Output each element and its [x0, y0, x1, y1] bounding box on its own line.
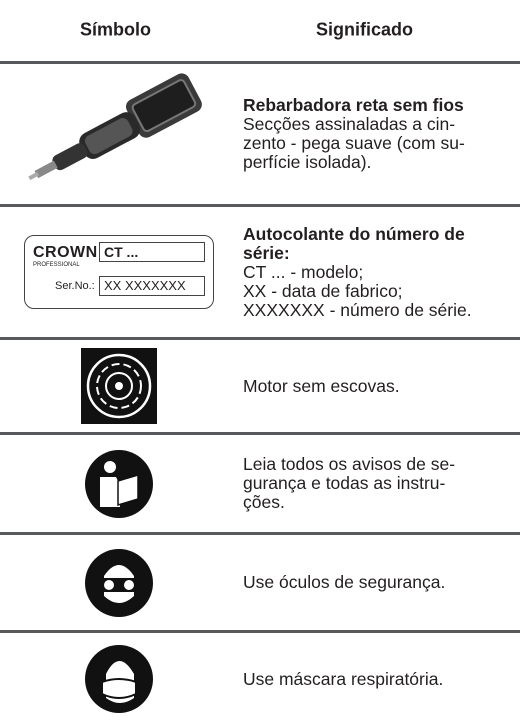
symbol-cell: [0, 535, 238, 630]
serial-label: CROWN PROFESSIONAL CT ... Ser.No.: XX XX…: [24, 235, 214, 309]
text-line: gurança e todas as instru-: [243, 473, 446, 493]
meaning-cell: Motor sem escovas.: [243, 340, 508, 432]
symbol-cell: CROWN PROFESSIONAL CT ... Ser.No.: XX XX…: [0, 207, 238, 337]
title-line: Rebarbadora reta sem fios: [243, 95, 464, 115]
symbol-cell: [0, 633, 238, 725]
text-line: perfície isolada).: [243, 152, 372, 172]
meaning-cell: Use máscara respiratória.: [243, 633, 508, 725]
serial-box: XX XXXXXXX: [99, 276, 205, 296]
mask-icon: [85, 645, 153, 713]
symbol-cell: [0, 340, 238, 432]
table-row: Leia todos os avisos de se- gurança e to…: [0, 435, 520, 535]
text-line: Use máscara respiratória.: [243, 668, 444, 689]
header-cell: Significado: [316, 19, 414, 40]
brand-sub: PROFESSIONAL: [33, 262, 80, 268]
meaning-cell: Use óculos de segurança.: [243, 535, 508, 630]
text-line: Use óculos de segurança.: [243, 572, 446, 592]
text-line: Motor sem escovas.: [243, 375, 400, 396]
table-row: Rebarbadora reta sem fios Secções assina…: [0, 64, 520, 207]
title-line: série:: [243, 242, 290, 263]
goggles-icon: [85, 548, 153, 617]
text-line: zento - pega suave (com su-: [243, 133, 465, 153]
meaning-cell: Leia todos os avisos de se- gurança e to…: [243, 435, 508, 532]
model-box: CT ...: [99, 242, 205, 262]
manual-icon: [85, 449, 153, 518]
table-row: Motor sem escovas.: [0, 340, 520, 435]
serial-caption: Ser.No.:: [55, 280, 95, 292]
header-cell: Símbolo: [80, 19, 151, 40]
table-row: Use máscara respiratória.: [0, 633, 520, 725]
header-row: Símbolo Significado: [0, 0, 520, 64]
table-row: Use óculos de segurança.: [0, 535, 520, 633]
table-row: CROWN PROFESSIONAL CT ... Ser.No.: XX XX…: [0, 207, 520, 340]
symbol-cell: [0, 435, 238, 532]
text-line: CT ... - modelo;: [243, 261, 364, 282]
title-line: Autocolante do número de: [243, 223, 465, 244]
text-line: XX - data de fabrico;: [243, 280, 403, 301]
symbol-cell: [0, 64, 238, 204]
meaning-cell: Autocolante do número de série: CT ... -…: [243, 207, 508, 337]
motor-icon: [81, 348, 157, 424]
text-line: Secções assinaladas a cin-: [243, 114, 456, 134]
text-line: Leia todos os avisos de se-: [243, 454, 456, 474]
brand: CROWN: [33, 244, 98, 261]
grinder-icon: [28, 73, 202, 181]
meaning-cell: Rebarbadora reta sem fios Secções assina…: [243, 64, 508, 204]
text-line: XXXXXXX - número de série.: [243, 299, 472, 320]
text-line: ções.: [243, 492, 285, 512]
